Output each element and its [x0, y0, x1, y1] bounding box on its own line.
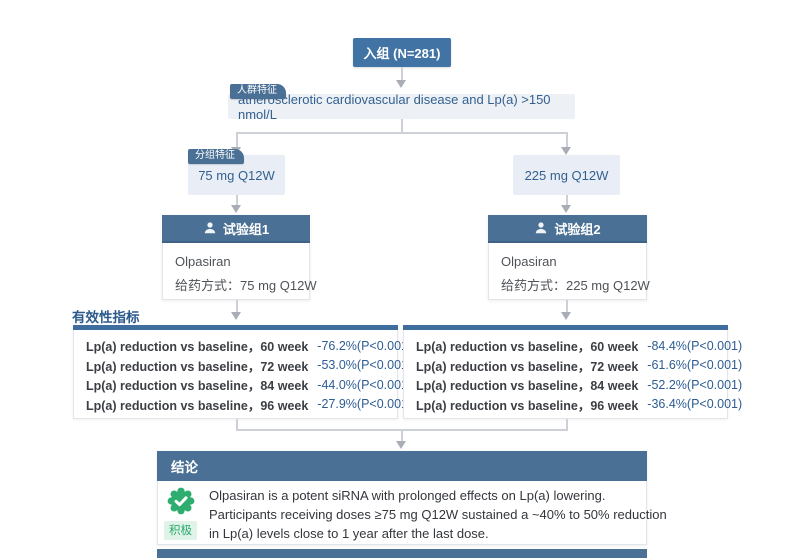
efficacy-section-label: 有效性指标	[72, 310, 140, 325]
dosing-text: 给药方式：75 mg Q12W	[175, 278, 317, 293]
table-body: Lp(a) reduction vs baseline，60 week -76.…	[74, 330, 412, 420]
arrow-down-icon	[231, 312, 241, 320]
conclusion-line: Participants receiving doses ≥75 mg Q12W…	[209, 507, 667, 522]
trial-group-1-header: 试验组1	[162, 215, 310, 243]
metric-value: -53.0%(P<0.001)	[317, 358, 413, 373]
arrow-down-icon	[561, 312, 571, 320]
arrow-down-icon	[396, 80, 406, 88]
table-body: Lp(a) reduction vs baseline，60 week -84.…	[404, 330, 742, 420]
connector-line	[566, 132, 568, 148]
branch-tag: 分组特征	[188, 149, 244, 164]
dosing-text: 给药方式：225 mg Q12W	[501, 278, 650, 293]
population-text: atherosclerotic cardiovascular disease a…	[238, 91, 551, 122]
table-row: Lp(a) reduction vs baseline，72 week -61.…	[416, 356, 742, 376]
connector-line	[236, 132, 238, 148]
connector-line	[236, 300, 238, 313]
efficacy-table-group2: Lp(a) reduction vs baseline，60 week -84.…	[403, 325, 742, 420]
metric-value: -61.6%(P<0.001)	[647, 358, 743, 373]
trial-group-2-card: 试验组2 Olpasiran 给药方式：225 mg Q12W	[488, 215, 650, 300]
person-icon	[204, 222, 216, 234]
positive-badge: 积极	[164, 521, 197, 540]
drug-name: Olpasiran	[175, 254, 231, 269]
table-top-bar	[403, 325, 728, 330]
trial-group-1-card: 试验组1 Olpasiran 给药方式：75 mg Q12W	[162, 215, 317, 300]
connector-line	[566, 195, 568, 206]
conclusion-body: 积极 Olpasiran is a potent siRNA with prol…	[157, 481, 667, 545]
arrow-down-icon	[561, 205, 571, 213]
metric-label: Lp(a) reduction vs baseline，72 week	[416, 359, 639, 374]
connector-line	[236, 419, 238, 431]
metric-value: -84.4%(P<0.001)	[647, 338, 743, 353]
table-row: Lp(a) reduction vs baseline，96 week -27.…	[86, 395, 412, 415]
metric-value: -44.0%(P<0.001)	[317, 377, 413, 392]
connector-line	[566, 300, 568, 313]
trial-group-1-body: Olpasiran 给药方式：75 mg Q12W	[162, 243, 317, 300]
branch-box-225mg: 225 mg Q12W	[513, 155, 620, 195]
person-icon	[536, 222, 547, 234]
trial-group-2-body: Olpasiran 给药方式：225 mg Q12W	[488, 243, 650, 300]
table-row: Lp(a) reduction vs baseline，96 week -36.…	[416, 395, 742, 415]
conclusion-text: Olpasiran is a potent siRNA with prolong…	[209, 486, 667, 543]
metric-value: -27.9%(P<0.001)	[317, 397, 413, 412]
table-top-bar	[73, 325, 398, 330]
table-row: Lp(a) reduction vs baseline，60 week -76.…	[86, 336, 412, 356]
seal-check-icon	[167, 487, 195, 515]
connector-line	[401, 67, 403, 81]
metric-label: Lp(a) reduction vs baseline，84 week	[86, 379, 309, 394]
connector-line	[236, 195, 238, 206]
metric-value: -36.4%(P<0.001)	[647, 397, 743, 412]
conclusion-line: in Lp(a) levels close to 1 year after th…	[209, 526, 489, 541]
metric-value: -76.2%(P<0.001)	[317, 338, 413, 353]
table-row: Lp(a) reduction vs baseline，84 week -44.…	[86, 375, 412, 395]
conclusion-line: Olpasiran is a potent siRNA with prolong…	[209, 488, 606, 503]
arrow-down-icon	[396, 441, 406, 449]
trial-group-2-header: 试验组2	[488, 215, 647, 243]
branch-label: 225 mg Q12W	[524, 167, 609, 183]
conclusion-header: 结论	[157, 451, 647, 481]
trial-group-2-title: 试验组2	[554, 221, 601, 237]
table-row: Lp(a) reduction vs baseline，60 week -84.…	[416, 336, 742, 356]
table-row: Lp(a) reduction vs baseline，84 week -52.…	[416, 375, 742, 395]
metric-label: Lp(a) reduction vs baseline，60 week	[86, 340, 309, 355]
metric-value: -52.2%(P<0.001)	[647, 377, 743, 392]
population-tag: 人群特征	[230, 84, 286, 99]
connector-line	[566, 419, 568, 431]
metric-label: Lp(a) reduction vs baseline，60 week	[416, 340, 639, 355]
enrollment-label: 入组 (N=281)	[363, 46, 441, 61]
arrow-down-icon	[561, 147, 571, 155]
population-box: atherosclerotic cardiovascular disease a…	[228, 91, 575, 122]
trial-group-1-title: 试验组1	[222, 221, 270, 237]
metric-label: Lp(a) reduction vs baseline，96 week	[86, 398, 309, 413]
arrow-down-icon	[231, 205, 241, 213]
branch-label: 75 mg Q12W	[198, 167, 275, 183]
metric-label: Lp(a) reduction vs baseline，72 week	[86, 359, 309, 374]
conclusion-title: 结论	[171, 460, 198, 475]
metric-label: Lp(a) reduction vs baseline，96 week	[416, 398, 639, 413]
connector-line	[236, 132, 568, 134]
connector-line	[401, 119, 403, 133]
table-row: Lp(a) reduction vs baseline，72 week -53.…	[86, 356, 412, 376]
metric-label: Lp(a) reduction vs baseline，84 week	[416, 379, 639, 394]
connector-line	[401, 429, 403, 442]
enrollment-box: 入组 (N=281)	[353, 38, 451, 67]
drug-name: Olpasiran	[501, 254, 557, 269]
conclusion-card: 结论 积极 Olpasiran is a potent siRNA with p…	[157, 451, 667, 545]
next-section-header-partial	[157, 549, 647, 558]
efficacy-table-group1: Lp(a) reduction vs baseline，60 week -76.…	[73, 325, 412, 420]
